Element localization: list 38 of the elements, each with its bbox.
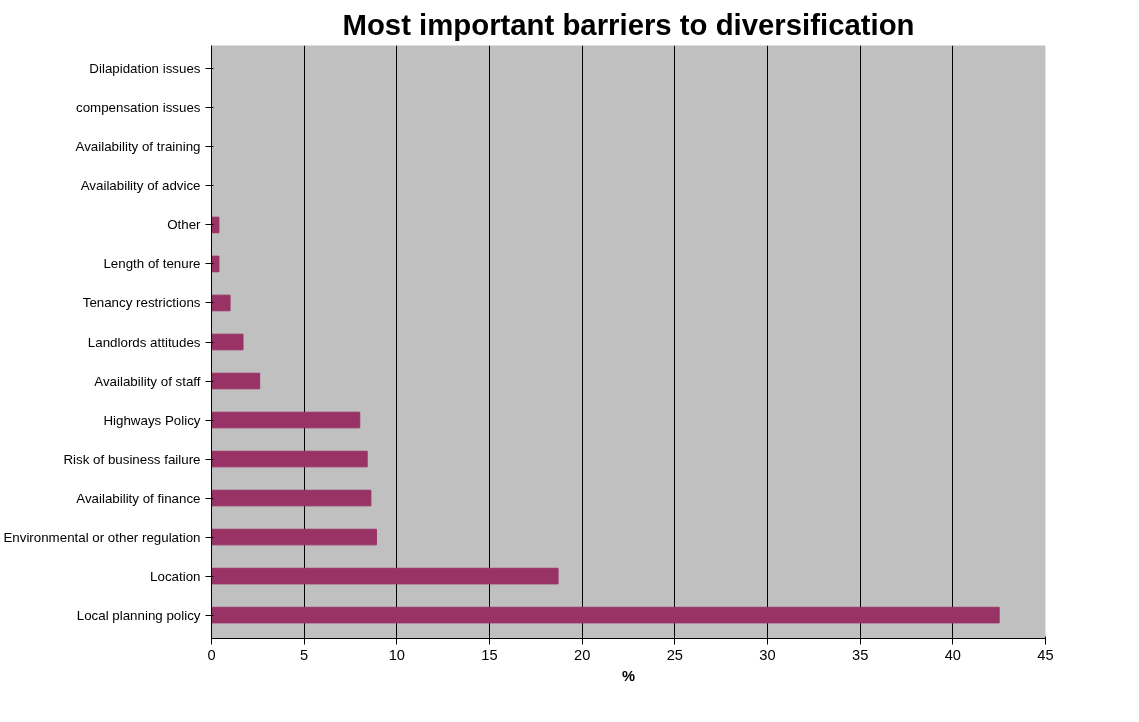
y-tick-label: Environmental or other regulation — [3, 529, 201, 545]
x-tick-label: 15 — [481, 646, 498, 663]
bar — [211, 567, 559, 585]
y-tick-label: Location — [150, 568, 201, 584]
bar — [211, 528, 377, 546]
x-tick-label: 25 — [666, 646, 683, 663]
bar — [211, 294, 231, 312]
y-tick-label: Availability of finance — [76, 490, 201, 506]
bar — [211, 333, 244, 351]
y-tick-label: Availability of training — [75, 139, 201, 155]
x-tick-label: 0 — [207, 646, 216, 663]
x-axis-title: % — [621, 667, 636, 684]
y-tick-label: Availability of staff — [94, 373, 201, 389]
y-tick-label: Landlords attitudes — [87, 334, 201, 350]
x-tick-label: 5 — [300, 646, 309, 663]
y-tick-label: Local planning policy — [76, 607, 201, 623]
bar — [211, 411, 361, 429]
x-tick-label: 35 — [852, 646, 869, 663]
y-tick-label: Highways Policy — [103, 412, 201, 428]
x-tick-label: 45 — [1037, 646, 1054, 663]
y-tick-label: Risk of business failure — [63, 451, 201, 467]
y-tick-label: Length of tenure — [103, 256, 201, 272]
x-tick-label: 10 — [388, 646, 405, 663]
y-tick-label: Tenancy restrictions — [82, 295, 201, 311]
bar — [211, 372, 261, 390]
y-tick-label: Dilapidation issues — [89, 61, 201, 77]
y-tick-label: Availability of advice — [80, 178, 201, 194]
x-tick-label: 40 — [944, 646, 961, 663]
chart-title: Most important barriers to diversification — [342, 7, 915, 41]
y-tick-label: compensation issues — [76, 100, 201, 116]
x-tick-label: 30 — [759, 646, 776, 663]
bar — [211, 450, 368, 468]
bar — [211, 216, 220, 234]
bar — [211, 255, 220, 273]
bar — [211, 606, 1000, 624]
x-tick-label: 20 — [574, 646, 591, 663]
bar — [211, 489, 372, 507]
y-tick-label: Other — [167, 217, 202, 233]
